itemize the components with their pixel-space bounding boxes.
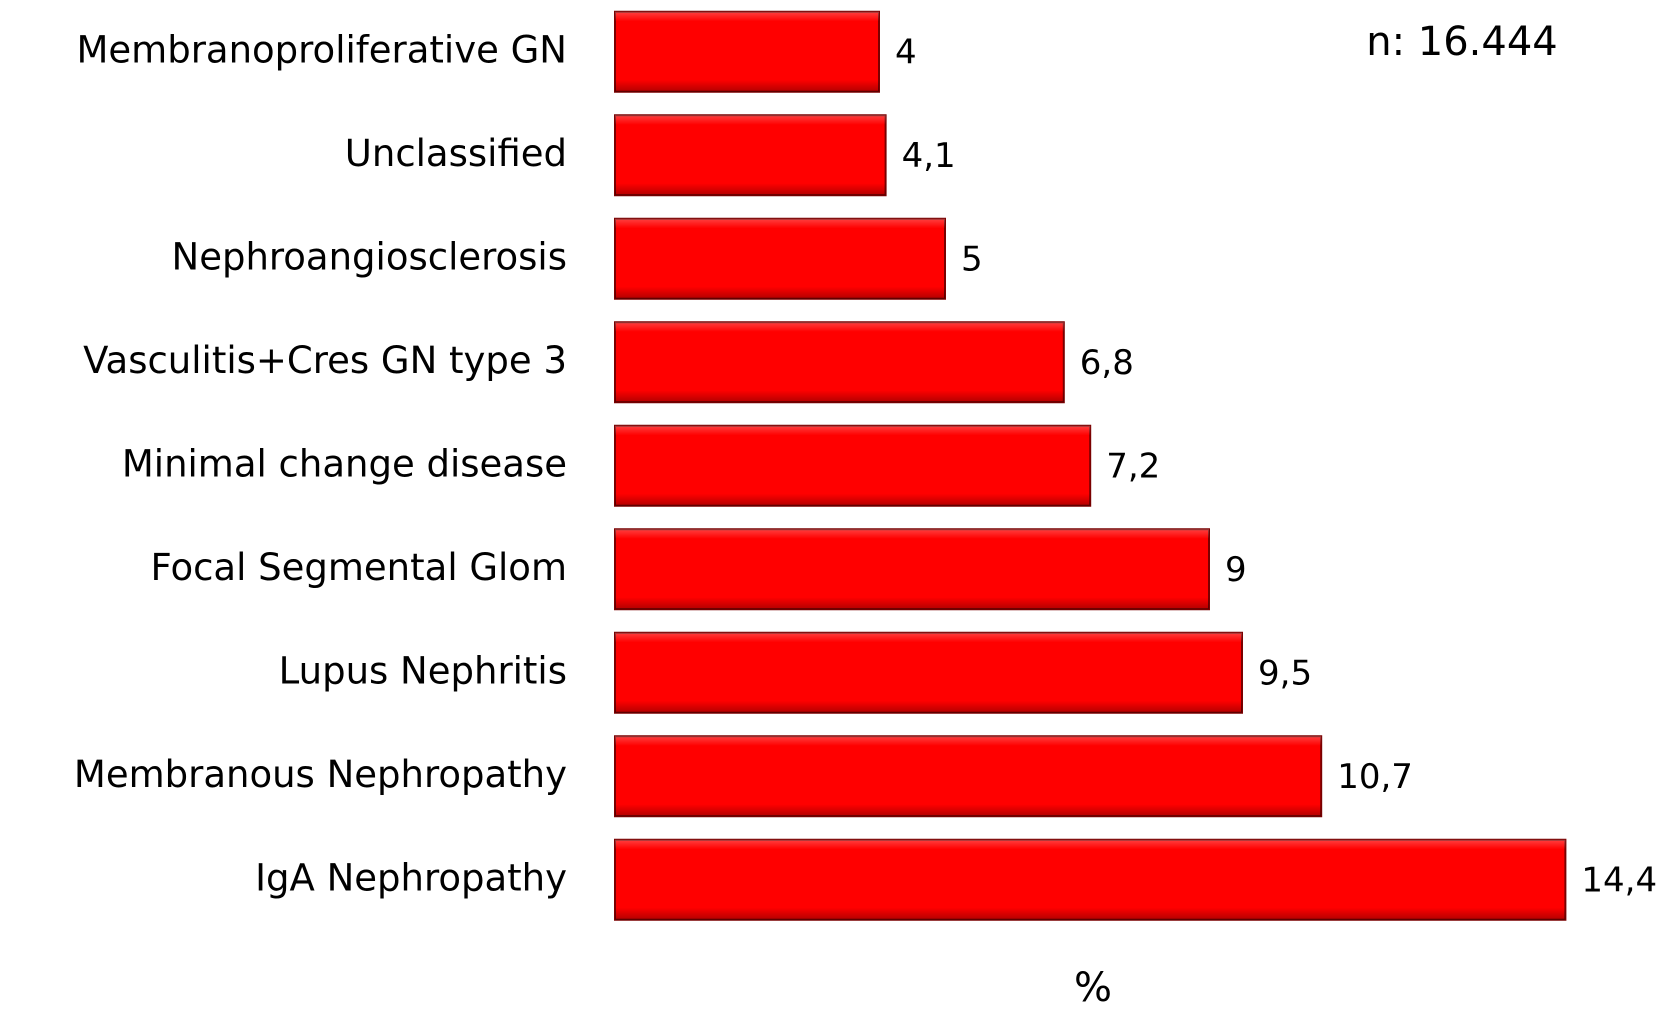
annotation: n: 16.444 xyxy=(1366,19,1558,65)
bar xyxy=(614,735,1323,818)
bar xyxy=(614,321,1065,404)
data-label: 9,5 xyxy=(1258,653,1312,693)
bar xyxy=(614,10,880,93)
bar xyxy=(614,631,1243,714)
y-tick-label: Membranous Nephropathy xyxy=(74,753,567,796)
data-label: 4,1 xyxy=(902,136,956,176)
data-label: 7,2 xyxy=(1106,446,1160,486)
y-tick-label: Vasculitis+Cres GN type 3 xyxy=(83,339,567,382)
bar xyxy=(614,217,946,300)
y-tick-label: IgA Nephropathy xyxy=(255,856,567,899)
data-label: 5 xyxy=(961,239,983,279)
x-axis-label: % xyxy=(1074,965,1112,1011)
data-label: 9 xyxy=(1225,550,1247,590)
y-tick-label: Membranoproliferative GN xyxy=(76,28,567,71)
bar xyxy=(614,838,1567,921)
bar xyxy=(614,114,887,197)
y-tick-label: Lupus Nephritis xyxy=(279,649,567,692)
data-label: 6,8 xyxy=(1080,343,1134,383)
data-label: 4 xyxy=(895,32,917,72)
data-label: 14,4 xyxy=(1581,860,1657,900)
bar xyxy=(614,528,1210,611)
bar xyxy=(614,424,1092,507)
data-label: 10,7 xyxy=(1337,757,1413,797)
y-tick-label: Minimal change disease xyxy=(122,442,567,485)
y-tick-label: Nephroangiosclerosis xyxy=(172,235,567,278)
y-tick-label: Focal Segmental Glom xyxy=(150,546,567,589)
y-tick-label: Unclassified xyxy=(345,132,567,175)
